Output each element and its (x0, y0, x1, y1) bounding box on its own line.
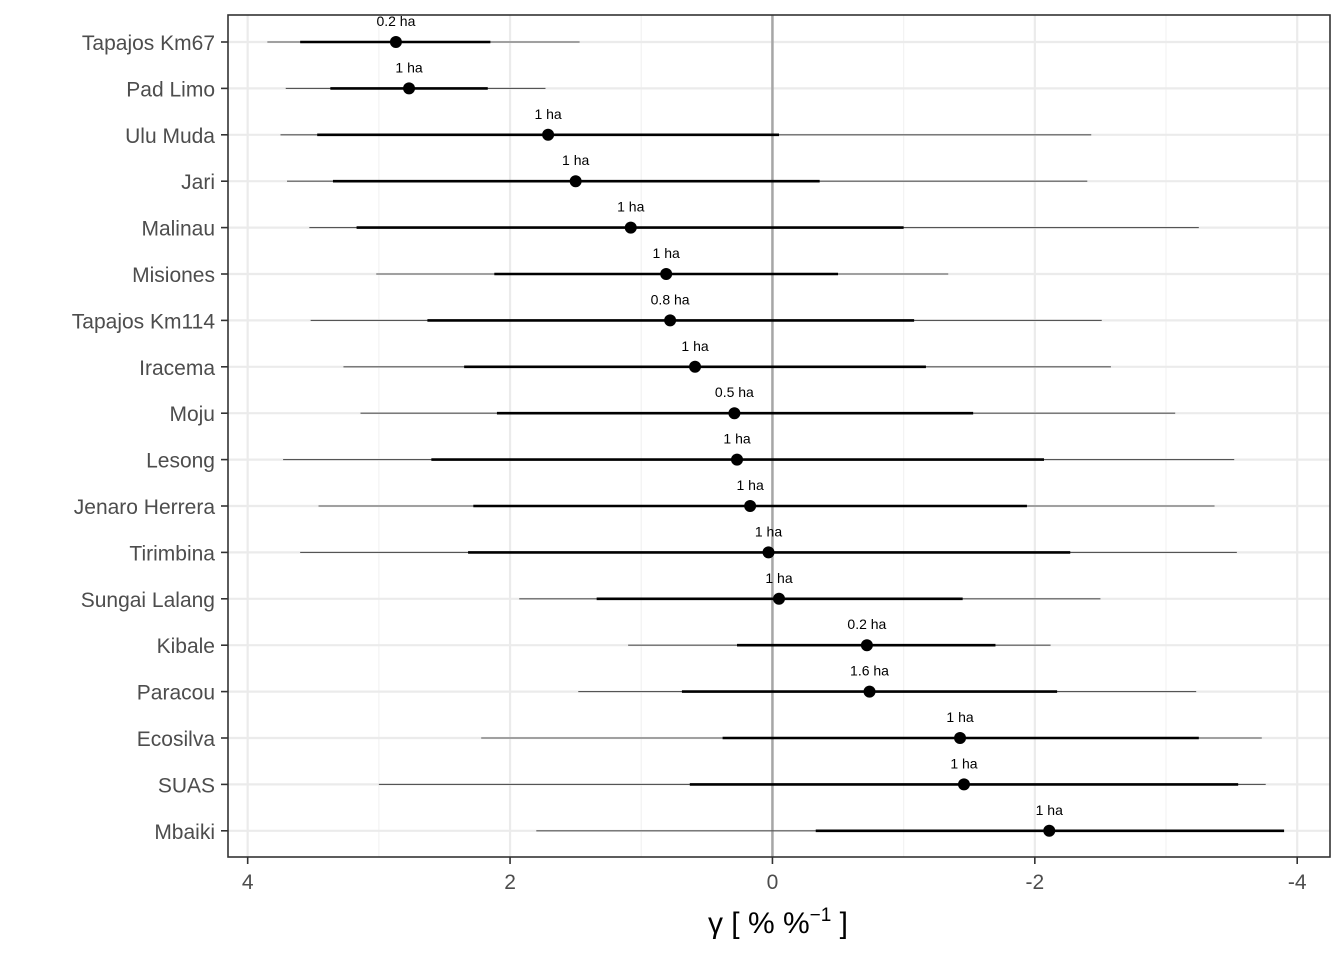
y-tick-label: Paracou (137, 682, 215, 705)
point-estimate (389, 36, 402, 48)
y-tick-label: Jari (181, 171, 215, 194)
point-label: 1 ha (562, 152, 589, 168)
point-label: 0.8 ha (651, 291, 690, 307)
y-tick-label: Ulu Muda (125, 125, 215, 148)
y-tick-label: Lesong (146, 450, 215, 473)
y-tick-label: Tapajos Km67 (82, 32, 215, 55)
point-label: 1 ha (681, 338, 708, 354)
point-estimate (660, 268, 673, 280)
point-label: 1 ha (617, 199, 644, 215)
y-tick-label: Mbaiki (154, 821, 215, 844)
point-estimate (728, 407, 741, 420)
y-tick-label: Moju (169, 403, 215, 426)
x-axis-title-base: γ [ % % (708, 907, 810, 940)
point-estimate (689, 360, 702, 373)
point-label: 1 ha (534, 106, 561, 122)
y-tick-label: Tirimbina (129, 542, 215, 565)
point-estimate (744, 500, 757, 512)
y-tick-label: Ecosilva (137, 728, 216, 751)
point-label: 1 ha (737, 477, 764, 493)
x-axis-title-superscript: −1 (810, 905, 832, 926)
point-label: 1 ha (946, 709, 973, 725)
point-label: 1 ha (395, 59, 422, 75)
point-estimate (664, 314, 677, 327)
y-tick-label: Tapajos Km114 (72, 310, 216, 333)
point-label: 0.2 ha (847, 616, 886, 632)
point-estimate (542, 128, 555, 141)
point-label: 1 ha (755, 523, 782, 539)
y-tick-label: Pad Limo (126, 78, 215, 101)
point-label: 1 ha (765, 570, 792, 586)
y-tick-label: Sungai Lalang (81, 589, 215, 612)
x-tick-label: 2 (504, 871, 516, 894)
point-label: 0.2 ha (376, 13, 415, 29)
point-estimate (863, 685, 876, 698)
point-estimate (954, 732, 967, 744)
x-tick-label: -4 (1288, 871, 1307, 894)
x-tick-label: 0 (767, 871, 779, 894)
point-label: 1 ha (950, 755, 977, 771)
x-tick-label: 4 (242, 871, 254, 894)
y-tick-label: Kibale (157, 635, 215, 658)
axis-layer: Tapajos Km67 Pad Limo Ulu Muda Jari Malinau M… (72, 14, 1331, 894)
point-estimate (762, 546, 775, 559)
plot-panel-border (227, 14, 1331, 858)
x-axis-title-end: ] (831, 907, 848, 940)
point-label: 0.5 ha (715, 384, 754, 400)
x-axis-title: γ [ % %−1 ] (708, 905, 848, 940)
point-estimate (1043, 824, 1056, 837)
y-tick-label: Misiones (132, 264, 215, 287)
y-tick-label: Jenaro Herrera (74, 496, 216, 519)
point-estimate (731, 453, 744, 466)
y-tick-label: Iracema (139, 357, 215, 380)
point-label: 1.6 ha (850, 663, 889, 679)
y-tick-label: Malinau (141, 218, 215, 241)
point-estimate (569, 175, 582, 188)
point-estimate (624, 221, 637, 234)
point-estimate (773, 592, 785, 605)
grid-layer (228, 15, 1330, 857)
y-tick-label: SUAS (158, 774, 215, 797)
point-label: 1 ha (1036, 802, 1063, 818)
point-estimate (403, 82, 416, 95)
point-estimate (957, 778, 970, 791)
point-label: 1 ha (653, 245, 680, 261)
point-label: 1 ha (723, 431, 750, 447)
point-estimate (860, 639, 873, 652)
x-tick-label: -2 (1025, 871, 1044, 894)
mark-layer: 0.2 ha 1 ha 1 ha 1 ha 1 ha 1 ha 0.8 ha 1 ha 0.5 … (267, 13, 1285, 837)
